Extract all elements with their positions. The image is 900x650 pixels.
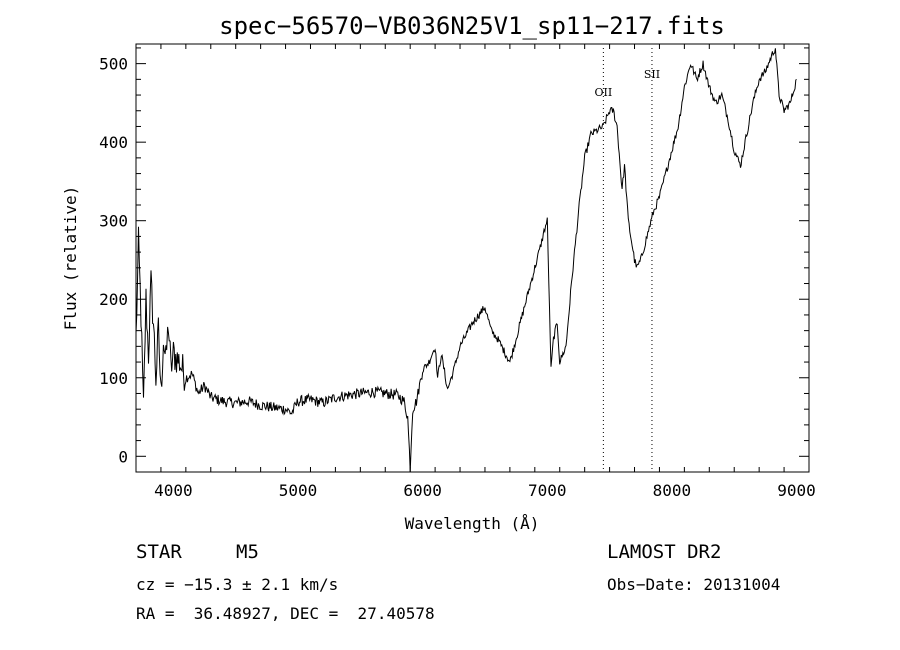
y-tick-label: 300 (99, 212, 128, 231)
x-tick-label: 9000 (777, 481, 816, 500)
y-tick-label: 200 (99, 290, 128, 309)
line-label-oii: OII (595, 86, 613, 99)
x-tick-label: 8000 (653, 481, 692, 500)
obs-date: Obs−Date: 20131004 (607, 575, 781, 594)
y-tick-label: 400 (99, 133, 128, 152)
x-tick-label: 6000 (403, 481, 442, 500)
plot-frame (135, 43, 810, 473)
y-tick-label: 0 (118, 447, 128, 466)
y-axis-label: Flux (relative) (61, 186, 80, 331)
y-tick-label: 500 (99, 55, 128, 74)
plot-area (135, 48, 797, 473)
survey-name: LAMOST DR2 (607, 541, 722, 563)
x-axis-label: Wavelength (Å) (405, 514, 540, 533)
chart-title: spec−56570−VB036N25V1_sp11−217.fits (219, 12, 725, 40)
redshift-cz: cz = −15.3 ± 2.1 km/s (136, 575, 339, 594)
line-label-sii: SII (644, 68, 660, 81)
spectrum-series-line (135, 48, 797, 473)
y-axis: 0 100 200 300 400 500 (99, 47, 809, 473)
y-tick-label: 100 (99, 369, 128, 388)
object-class: STAR (136, 541, 182, 563)
x-axis: 4000 5000 6000 7000 8000 9000 (135, 44, 816, 500)
object-subclass: M5 (236, 541, 259, 563)
emission-line-markers: OII SII (595, 48, 660, 472)
x-tick-label: 4000 (154, 481, 193, 500)
x-tick-label: 7000 (528, 481, 567, 500)
coordinates: RA = 36.48927, DEC = 27.40578 (136, 604, 435, 623)
x-tick-label: 5000 (279, 481, 318, 500)
